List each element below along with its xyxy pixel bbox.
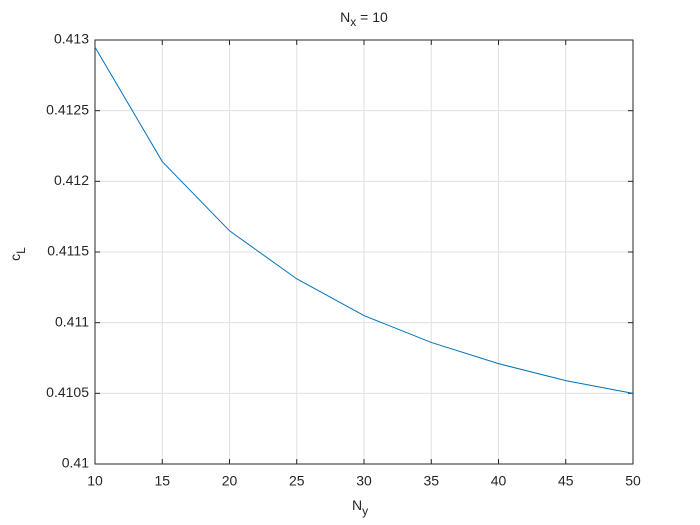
title-sub: x [350,15,356,29]
y-tick-label: 0.41 [62,455,89,471]
x-label-sub: y [362,504,368,518]
x-axis-label: Ny [352,497,368,518]
x-tick-label: 50 [625,473,641,489]
y-tick-label: 0.413 [54,31,89,47]
y-axis-label: cL [7,247,28,261]
x-tick-label: 35 [423,473,439,489]
y-label-sub: L [14,247,28,254]
y-label-main: c [7,254,23,261]
y-tick-label: 0.4125 [46,101,89,117]
x-tick-label: 25 [289,473,305,489]
x-tick-label: 45 [558,473,574,489]
x-tick-label: 10 [87,473,103,489]
data-line [94,46,634,394]
title-rest: = 10 [356,9,388,25]
x-tick-label: 15 [154,473,170,489]
x-label-main: N [352,497,362,513]
y-tick-label: 0.4115 [47,243,89,259]
y-tick-label: 0.411 [55,313,89,329]
y-tick-label: 0.412 [54,172,89,188]
x-tick-label: 40 [491,473,507,489]
plot-box [94,39,634,465]
title-main: N [340,9,350,25]
x-tick-label: 20 [222,473,238,489]
chart-title: Nx = 10 [340,9,388,29]
y-tick-label: 0.4105 [46,384,89,400]
x-tick-label: 30 [356,473,372,489]
